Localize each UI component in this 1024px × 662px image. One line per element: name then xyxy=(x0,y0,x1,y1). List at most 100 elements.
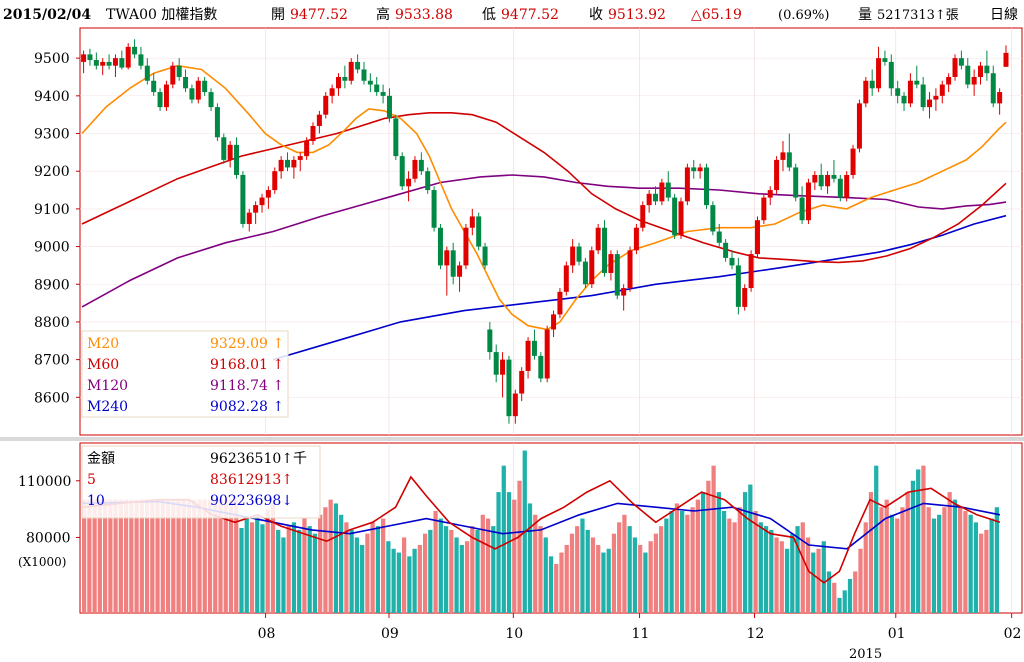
volume-bar xyxy=(648,541,653,613)
volume-bar xyxy=(417,545,422,613)
volume-bar xyxy=(407,556,412,613)
candle xyxy=(907,73,913,108)
candle xyxy=(965,58,971,89)
volume-bar xyxy=(617,522,622,613)
candle xyxy=(761,193,767,224)
candle xyxy=(659,178,665,206)
candle xyxy=(748,250,754,292)
volume-bar xyxy=(239,528,244,613)
volume-bar xyxy=(218,499,223,613)
candle xyxy=(355,54,361,74)
candle-body xyxy=(329,88,335,96)
candle xyxy=(582,257,588,289)
volume-bar xyxy=(748,484,753,613)
volume-bar xyxy=(826,571,832,613)
candle-body xyxy=(457,265,463,277)
candle xyxy=(157,88,163,111)
candle-body xyxy=(927,99,933,108)
candle-body xyxy=(856,103,862,149)
volume-bar xyxy=(889,514,895,613)
volume-bar xyxy=(234,499,239,613)
candle-body xyxy=(493,352,499,375)
candle-body xyxy=(246,212,252,224)
candle xyxy=(493,344,499,383)
candle-body xyxy=(234,144,240,175)
x-axis: 08 09 10 11 12 01 02 xyxy=(258,613,1022,642)
candle xyxy=(195,76,201,104)
volume-bar xyxy=(884,499,889,613)
volume-legend-name: 5 xyxy=(87,472,96,488)
candle-body xyxy=(958,58,964,66)
volume-bar xyxy=(102,499,108,613)
volume-bar xyxy=(926,507,931,613)
candle xyxy=(793,163,799,202)
volume-bar xyxy=(323,507,328,613)
header-close-label: 收 xyxy=(589,7,603,23)
volume-bar xyxy=(496,492,501,613)
candle-body xyxy=(227,144,233,160)
candle-body xyxy=(469,216,475,228)
candle-body xyxy=(195,80,201,100)
candle xyxy=(997,88,1003,115)
volume-bar xyxy=(690,507,695,613)
volume-bar xyxy=(118,499,123,613)
volume-bar xyxy=(375,526,381,613)
volume-bar xyxy=(895,518,900,613)
candle-body xyxy=(183,76,189,89)
price-y-tick-label: 8600 xyxy=(34,390,70,406)
candle-body xyxy=(780,152,786,160)
candle xyxy=(678,197,684,240)
price-y-tick-label: 9000 xyxy=(34,240,70,256)
x-tick-label: 02 xyxy=(1004,626,1022,642)
volume-bar xyxy=(680,511,685,613)
volume-bar xyxy=(349,529,354,613)
candle-body xyxy=(723,242,729,258)
candle xyxy=(901,92,907,111)
candle-body xyxy=(87,54,93,61)
volume-bar xyxy=(958,507,963,613)
candle xyxy=(323,92,329,119)
candle-body xyxy=(170,65,176,85)
price-panel: 9500 9400 9300 9200 9100 9000 8900 8800 8700 8600… xyxy=(34,27,1023,436)
candle-body xyxy=(291,159,297,168)
volume-bar xyxy=(422,533,428,613)
candle xyxy=(946,73,952,93)
candle xyxy=(234,137,240,179)
candle-body xyxy=(825,174,831,187)
volume-bar xyxy=(150,499,155,613)
volume-bar xyxy=(512,499,517,613)
volume-bar xyxy=(255,514,260,613)
candle xyxy=(329,84,335,104)
volume-bar xyxy=(548,556,554,613)
candle-body xyxy=(393,118,399,157)
candle xyxy=(87,48,93,66)
volume-bar xyxy=(260,524,265,613)
volume-bar xyxy=(480,514,485,613)
volume-bar xyxy=(611,533,617,613)
volume-bar xyxy=(412,548,417,613)
volume-bar xyxy=(868,492,874,613)
volume-y-tick-label: 110000 xyxy=(18,474,71,490)
panel-divider[interactable] xyxy=(0,437,1024,441)
volume-bar xyxy=(968,514,973,613)
candle xyxy=(253,201,259,224)
ma-legend-value: 9168.01 ↑ xyxy=(210,357,284,373)
volume-bar xyxy=(664,518,669,613)
candle-body xyxy=(767,190,773,198)
volume-bar xyxy=(580,518,585,613)
volume-bar xyxy=(297,529,302,613)
volume-bar xyxy=(632,537,638,613)
candle xyxy=(189,84,195,104)
candle-body xyxy=(163,84,169,108)
volume-bar xyxy=(706,480,711,613)
candle-body xyxy=(933,95,939,100)
header-symbol: TWA00 加權指數 xyxy=(106,7,217,23)
candle-body xyxy=(831,174,837,179)
candle xyxy=(374,76,380,96)
candle xyxy=(227,141,233,168)
candle xyxy=(729,250,735,270)
candle-body xyxy=(805,182,811,221)
candle-body xyxy=(818,174,824,187)
candle-body xyxy=(697,167,703,172)
volume-bar xyxy=(989,518,994,613)
